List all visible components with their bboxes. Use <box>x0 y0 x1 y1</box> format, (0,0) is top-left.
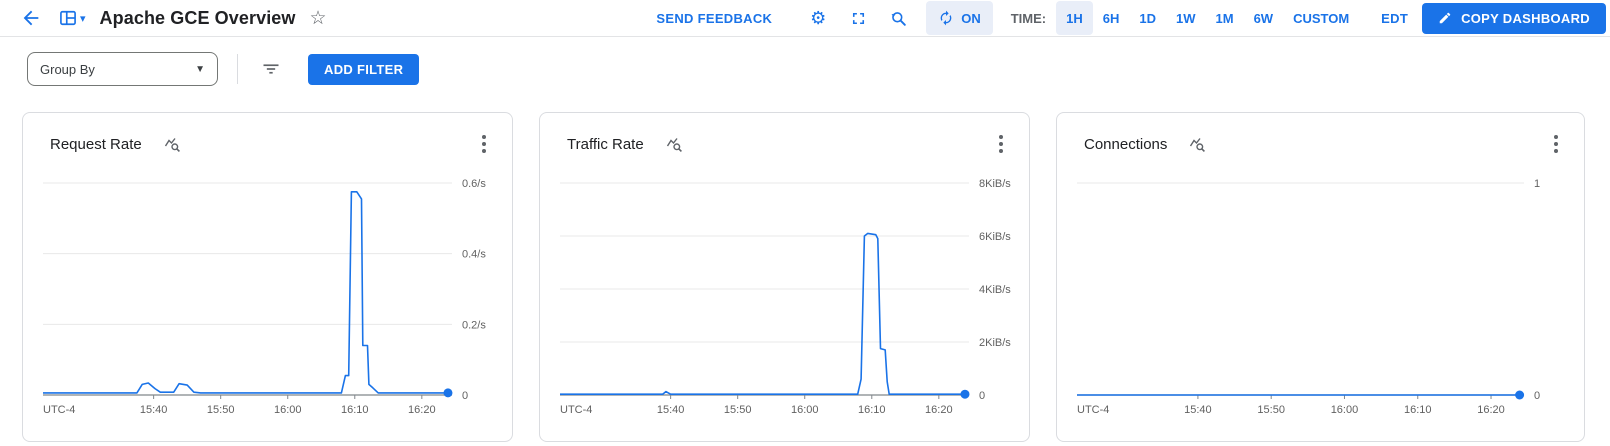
svg-text:15:40: 15:40 <box>140 404 168 416</box>
card-header: Traffic Rate <box>540 113 1029 155</box>
time-range-6h[interactable]: 6H <box>1102 10 1120 26</box>
svg-text:4KiB/s: 4KiB/s <box>979 284 1011 296</box>
group-by-label: Group By <box>40 61 95 77</box>
auto-refresh-state: ON <box>961 10 981 26</box>
topbar-left-group: ▾ Apache GCE Overview ☆ <box>16 3 327 33</box>
dashboard-grid-icon[interactable]: ▾ <box>58 8 86 28</box>
card-traffic-rate: Traffic Rate 8KiB/s 6KiB/s 4KiB/s 2KiB/s 0 15… <box>539 112 1030 442</box>
chart-explore-icon[interactable] <box>1189 136 1206 153</box>
refresh-icon <box>940 10 952 26</box>
connections-chart[interactable]: 1 0 15:40 15:50 16:00 16:10 16:20 UTC-4 <box>1057 161 1584 441</box>
copy-dashboard-button[interactable]: COPY DASHBOARD <box>1422 2 1606 34</box>
zoom-reset-icon[interactable] <box>883 3 913 33</box>
svg-text:16:10: 16:10 <box>341 404 369 416</box>
time-label: TIME: <box>1010 10 1047 26</box>
svg-text:UTC-4: UTC-4 <box>43 404 75 416</box>
svg-text:16:10: 16:10 <box>1404 404 1432 416</box>
svg-text:16:00: 16:00 <box>274 404 302 416</box>
dashboard-caret-icon[interactable]: ▾ <box>80 12 86 25</box>
svg-text:15:40: 15:40 <box>1184 404 1212 416</box>
copy-dashboard-label: COPY DASHBOARD <box>1461 10 1590 26</box>
select-caret-icon: ▼ <box>195 63 205 75</box>
filter-list-icon[interactable] <box>255 53 287 85</box>
send-feedback-link[interactable]: SEND FEEDBACK <box>656 10 773 26</box>
card-connections: Connections 1 0 15:40 15:50 16:00 16:10 16:20 U… <box>1056 112 1585 442</box>
svg-text:0: 0 <box>979 390 985 402</box>
add-filter-button[interactable]: ADD FILTER <box>308 53 420 85</box>
time-range-custom[interactable]: CUSTOM <box>1293 10 1350 26</box>
svg-text:0: 0 <box>462 390 468 402</box>
page-title: Apache GCE Overview <box>99 7 296 28</box>
time-range-6w[interactable]: 6W <box>1253 10 1274 26</box>
svg-text:6KiB/s: 6KiB/s <box>979 231 1011 243</box>
svg-text:UTC-4: UTC-4 <box>560 404 592 416</box>
add-filter-label: ADD FILTER <box>324 61 404 77</box>
chart-explore-icon[interactable] <box>164 136 181 153</box>
time-range-1h[interactable]: 1H <box>1056 1 1093 35</box>
auto-refresh-toggle[interactable]: ON <box>926 1 993 35</box>
svg-text:UTC-4: UTC-4 <box>1077 404 1109 416</box>
timezone-button[interactable]: EDT <box>1381 10 1409 26</box>
topbar-right-group: SEND FEEDBACK ⚙ ON TIME: 1H 6H 1D 1W 1M … <box>656 1 1606 35</box>
time-range-1d[interactable]: 1D <box>1139 10 1156 26</box>
svg-text:0.4/s: 0.4/s <box>462 249 486 261</box>
card-request-rate: Request Rate 0.6/s 0.4/s 0.2/s 0 15:40 15:50 1… <box>22 112 513 442</box>
time-range-1m[interactable]: 1M <box>1215 10 1234 26</box>
group-by-select[interactable]: Group By ▼ <box>27 52 218 86</box>
top-app-bar: ▾ Apache GCE Overview ☆ SEND FEEDBACK ⚙ … <box>0 0 1610 37</box>
settings-gear-icon[interactable]: ⚙ <box>810 7 827 28</box>
chart-title: Request Rate <box>50 135 142 153</box>
chart-title: Connections <box>1084 135 1168 153</box>
filter-bar: Group By ▼ ADD FILTER <box>27 52 1610 86</box>
more-options-icon[interactable] <box>1548 131 1564 157</box>
edit-pencil-icon <box>1439 12 1451 24</box>
svg-text:1: 1 <box>1534 178 1540 190</box>
svg-text:16:00: 16:00 <box>1331 404 1359 416</box>
card-header: Request Rate <box>23 113 512 155</box>
traffic-rate-chart[interactable]: 8KiB/s 6KiB/s 4KiB/s 2KiB/s 0 15:40 15:50 16:00… <box>540 161 1029 441</box>
svg-text:16:20: 16:20 <box>408 404 436 416</box>
svg-text:16:20: 16:20 <box>925 404 953 416</box>
svg-text:0: 0 <box>1534 390 1540 402</box>
svg-text:16:10: 16:10 <box>858 404 886 416</box>
svg-text:15:50: 15:50 <box>1257 404 1285 416</box>
svg-text:16:20: 16:20 <box>1477 404 1505 416</box>
time-range-1w[interactable]: 1W <box>1176 10 1196 26</box>
svg-text:0.6/s: 0.6/s <box>462 178 486 190</box>
back-arrow-icon[interactable] <box>16 3 46 33</box>
toolbar-divider <box>237 54 238 84</box>
more-options-icon[interactable] <box>993 131 1009 157</box>
more-options-icon[interactable] <box>476 131 492 157</box>
card-header: Connections <box>1057 113 1584 155</box>
request-rate-chart[interactable]: 0.6/s 0.4/s 0.2/s 0 15:40 15:50 16:00 16:10 16:2… <box>23 161 512 441</box>
svg-text:15:50: 15:50 <box>724 404 752 416</box>
svg-text:8KiB/s: 8KiB/s <box>979 178 1011 190</box>
dashboard-cards: Request Rate 0.6/s 0.4/s 0.2/s 0 15:40 15:50 1… <box>0 112 1610 442</box>
svg-text:2KiB/s: 2KiB/s <box>979 337 1011 349</box>
svg-text:15:50: 15:50 <box>207 404 235 416</box>
svg-text:15:40: 15:40 <box>657 404 685 416</box>
chart-title: Traffic Rate <box>567 135 644 153</box>
svg-text:16:00: 16:00 <box>791 404 819 416</box>
fullscreen-icon[interactable] <box>843 3 873 33</box>
star-outline-icon[interactable]: ☆ <box>309 7 327 29</box>
svg-text:0.2/s: 0.2/s <box>462 319 486 331</box>
chart-explore-icon[interactable] <box>666 136 683 153</box>
